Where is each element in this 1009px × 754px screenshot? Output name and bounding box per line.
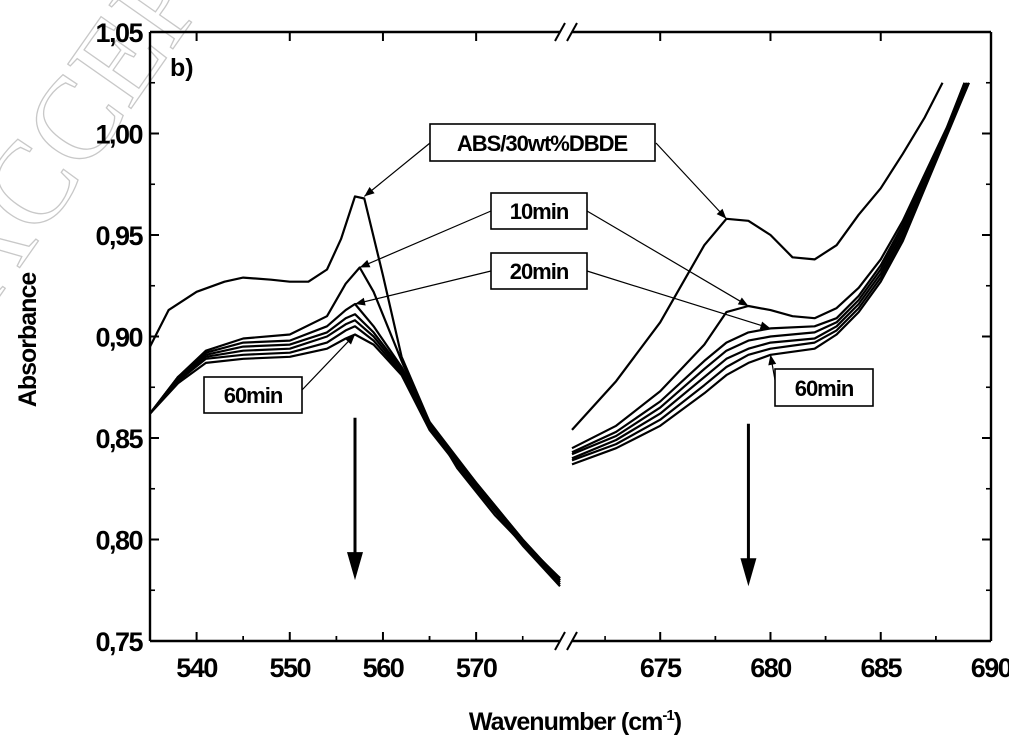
series-line-left [149, 313, 561, 581]
series-line-left [149, 195, 561, 579]
series-line-left [149, 333, 561, 587]
series-line-left [149, 325, 561, 585]
label-leader-arrowhead [359, 259, 371, 268]
label-leader-line [586, 270, 771, 329]
axis-layer: 0,75 0,80 0,85 0,90 0,95 1,00 1,05 540 550 560 570… [95, 18, 1009, 683]
series-line-left [149, 319, 561, 583]
y-tick-label: 0,80 [95, 526, 142, 556]
axis-break-mark [554, 631, 566, 651]
label-leader-arrowhead [768, 354, 777, 366]
label-60min-right-box: 60min [774, 368, 874, 407]
x-tick-label: 550 [269, 653, 310, 683]
x-tick-label: 685 [860, 653, 902, 683]
label-leader-line [363, 142, 431, 197]
trend-arrow-head [347, 552, 363, 581]
label-60min-left-box: 60min [203, 376, 303, 414]
label-10min-box: 10min [490, 192, 588, 230]
y-tick-label: 0,95 [95, 221, 143, 251]
label-leader-arrowhead [355, 297, 366, 306]
trend-arrow-head [740, 558, 757, 587]
x-tick-label: 680 [750, 653, 791, 683]
label-60min-left-frame [203, 376, 303, 414]
spectrum-series [149, 82, 970, 587]
y-axis-title: Absorbance [14, 272, 42, 408]
label-leader-line [359, 210, 492, 269]
label-abs30-box: ABS/30wt%DBDE [429, 123, 656, 162]
spectrum-series [149, 82, 944, 579]
y-tick-label: 1,05 [95, 18, 143, 48]
y-tick-label: 1,00 [95, 120, 142, 150]
label-leader-arrowhead [716, 208, 727, 219]
label-leader-line [301, 334, 356, 391]
x-tick-label: 560 [363, 653, 404, 683]
label-10min-frame [490, 192, 588, 230]
label-20min-frame [490, 252, 588, 290]
label-10min-text: 10min [510, 199, 569, 224]
x-tick-label: 675 [640, 653, 682, 683]
label-leader-arrowhead [737, 297, 749, 307]
watermark: ACCEPTED [0, 0, 362, 326]
label-abs30-text: ABS/30wt%DBDE [457, 131, 628, 156]
series-line-right [571, 82, 970, 462]
series-line-right [571, 82, 966, 450]
series-line-right [571, 82, 970, 466]
x-tick-label: 690 [971, 653, 1009, 683]
label-leader-arrowhead [364, 187, 375, 197]
label-60min-right-frame [774, 368, 874, 407]
x-axis-title: Wavenumber (cm-1) [469, 707, 682, 736]
label-leader-arrowhead [345, 334, 355, 345]
label-abs30-frame [429, 123, 656, 162]
panel-label: b) [170, 54, 194, 82]
label-leader-arrowhead [759, 321, 771, 330]
label-leader-line [655, 142, 727, 220]
x-tick-label: 570 [456, 653, 497, 683]
series-line-right [571, 82, 944, 431]
series-layer [149, 82, 970, 587]
axis-break-mark [566, 22, 578, 42]
annotation-layer [301, 142, 777, 587]
svg-text:ACCEPTED: ACCEPTED [0, 0, 361, 325]
label-20min-text: 20min [510, 259, 569, 284]
label-leader-line [586, 210, 749, 307]
label-60min-right-text: 60min [795, 376, 854, 401]
x-tick-label: 540 [176, 653, 217, 683]
y-tick-label: 0,75 [95, 627, 143, 657]
axis-break-mark [554, 22, 566, 42]
axis-break-mark [566, 631, 578, 651]
label-leader-line [354, 270, 492, 305]
label-60min-left-text: 60min [224, 383, 283, 408]
label-20min-box: 20min [490, 252, 588, 290]
spectrum-series [149, 82, 970, 585]
y-tick-label: 0,85 [95, 424, 143, 454]
y-tick-label: 0,90 [95, 323, 142, 353]
